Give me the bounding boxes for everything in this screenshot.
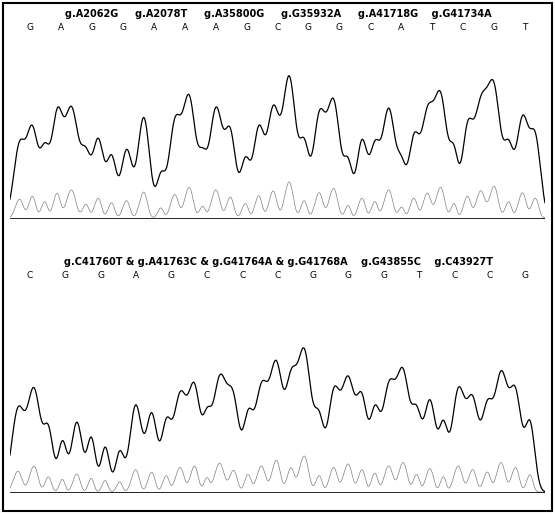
Text: G: G	[522, 271, 528, 281]
Text: g.A2062G     g.A2078T     g.A35800G     g.G35932A     g.A41718G    g.G41734A: g.A2062G g.A2078T g.A35800G g.G35932A g.…	[65, 9, 491, 19]
Text: G: G	[309, 271, 316, 281]
Text: C: C	[451, 271, 457, 281]
Text: T: T	[430, 23, 435, 31]
Text: A: A	[58, 23, 64, 31]
Text: C: C	[204, 271, 210, 281]
Text: G: G	[62, 271, 69, 281]
Text: G: G	[168, 271, 175, 281]
Text: T: T	[522, 23, 528, 31]
Text: G: G	[243, 23, 250, 31]
Text: C: C	[27, 271, 33, 281]
Text: C: C	[274, 23, 281, 31]
Text: A: A	[181, 23, 188, 31]
Text: C: C	[274, 271, 281, 281]
Text: g.C41760T & g.A41763C & g.G41764A & g.G41768A    g.G43855C    g.C43927T: g.C41760T & g.A41763C & g.G41764A & g.G4…	[63, 257, 492, 267]
Text: G: G	[27, 23, 33, 31]
Text: C: C	[460, 23, 466, 31]
Text: A: A	[133, 271, 139, 281]
Text: G: G	[491, 23, 498, 31]
Text: G: G	[380, 271, 387, 281]
Text: T: T	[416, 271, 422, 281]
Text: C: C	[239, 271, 245, 281]
Text: G: G	[345, 271, 352, 281]
Text: C: C	[487, 271, 493, 281]
Text: A: A	[151, 23, 157, 31]
Text: A: A	[213, 23, 219, 31]
Text: G: G	[336, 23, 343, 31]
Text: C: C	[367, 23, 374, 31]
Text: A: A	[398, 23, 404, 31]
Text: G: G	[97, 271, 104, 281]
Text: G: G	[305, 23, 312, 31]
Text: G: G	[119, 23, 127, 31]
Text: G: G	[88, 23, 95, 31]
